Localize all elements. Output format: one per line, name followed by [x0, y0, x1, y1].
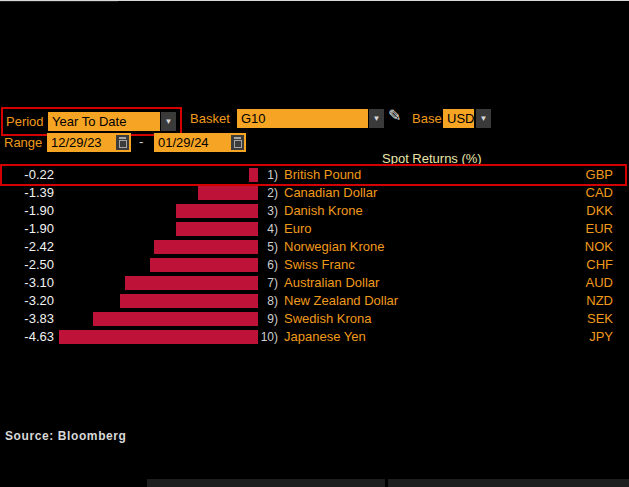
chevron-down-icon: ▼: [165, 118, 173, 126]
row-currency-name: Danish Krone: [284, 203, 363, 218]
row-currency-code: JPY: [589, 329, 613, 344]
basket-label: Basket: [190, 111, 230, 126]
row-currency-name: Canadian Dollar: [284, 185, 377, 200]
chart-row[interactable]: -1.90 4) Euro EUR: [0, 220, 629, 238]
row-currency-name: British Pound: [284, 167, 361, 182]
basket-select[interactable]: G10: [237, 109, 368, 128]
row-bar: [59, 330, 258, 344]
row-value: -2.42: [0, 239, 54, 254]
row-value: -1.90: [0, 203, 54, 218]
row-value: -2.50: [0, 257, 54, 272]
base-label: Base: [412, 111, 442, 126]
row-value: -1.90: [0, 221, 54, 236]
terminal-window: Period Year To Date ▼ Basket G10 ▼ ✎ Bas…: [0, 0, 629, 487]
chart-title: Spot Returns (%): [382, 151, 482, 166]
window-bottom-edge: [388, 479, 629, 487]
window-bottom-edge: [147, 479, 385, 487]
row-currency-code: CHF: [586, 257, 613, 272]
row-rank: 6): [254, 258, 278, 272]
row-currency-name: Norwegian Krone: [284, 239, 384, 254]
base-select[interactable]: USD: [443, 109, 474, 128]
row-bar: [150, 258, 258, 272]
pencil-edit-icon[interactable]: ✎: [388, 108, 401, 124]
period-label: Period: [6, 114, 46, 129]
row-rank: 5): [254, 240, 278, 254]
chart-row[interactable]: -1.39 2) Canadian Dollar CAD: [0, 184, 629, 202]
row-bar: [125, 276, 258, 290]
row-rank: 8): [254, 294, 278, 308]
chevron-down-icon: ▼: [480, 115, 488, 123]
chart-row[interactable]: -3.10 7) Australian Dollar AUD: [0, 274, 629, 292]
row-rank: 7): [254, 276, 278, 290]
chart-rows: -0.22 1) British Pound GBP -1.39 2) Canadian D…: [0, 166, 629, 346]
row-value: -3.83: [0, 311, 54, 326]
row-value: -3.20: [0, 293, 54, 308]
row-currency-name: Swedish Krona: [284, 311, 371, 326]
row-bar: [154, 240, 258, 254]
row-bar: [120, 294, 258, 308]
chart-row[interactable]: -3.83 9) Swedish Krona SEK: [0, 310, 629, 328]
row-currency-name: Australian Dollar: [284, 275, 379, 290]
source-attribution: Source: Bloomberg: [5, 429, 127, 443]
chart-row[interactable]: -4.63 10) Japanese Yen JPY: [0, 328, 629, 346]
chart-row[interactable]: -3.20 8) New Zealand Dollar NZD: [0, 292, 629, 310]
range-start-value: 12/29/23: [51, 133, 116, 152]
range-end-value: 01/29/24: [158, 133, 231, 152]
chart-row[interactable]: -2.42 5) Norwegian Krone NOK: [0, 238, 629, 256]
row-rank: 3): [254, 204, 278, 218]
row-rank: 1): [254, 168, 278, 182]
row-currency-name: Euro: [284, 221, 311, 236]
row-currency-name: Swiss Franc: [284, 257, 355, 272]
period-dropdown-button[interactable]: ▼: [161, 112, 176, 131]
range-separator: -: [139, 134, 143, 149]
row-currency-code: DKK: [586, 203, 613, 218]
row-bar: [176, 222, 258, 236]
range-end-input[interactable]: 01/29/24: [154, 133, 246, 152]
row-currency-name: Japanese Yen: [284, 329, 366, 344]
row-value: -1.39: [0, 185, 54, 200]
range-start-input[interactable]: 12/29/23: [47, 133, 131, 152]
row-bar: [198, 186, 258, 200]
row-currency-code: AUD: [586, 275, 613, 290]
row-value: -3.10: [0, 275, 54, 290]
row-rank: 2): [254, 186, 278, 200]
row-rank: 9): [254, 312, 278, 326]
row-currency-name: New Zealand Dollar: [284, 293, 398, 308]
range-label: Range: [4, 135, 42, 150]
row-currency-code: CAD: [586, 185, 613, 200]
row-bar: [176, 204, 258, 218]
row-currency-code: NOK: [585, 239, 613, 254]
period-select[interactable]: Year To Date: [48, 112, 160, 131]
base-dropdown-button[interactable]: ▼: [476, 109, 491, 128]
window-top-border: [0, 0, 629, 1]
row-rank: 10): [254, 330, 278, 344]
period-control[interactable]: Period Year To Date ▼: [1, 107, 182, 136]
calendar-icon[interactable]: [231, 135, 244, 150]
chart-row[interactable]: -0.22 1) British Pound GBP: [0, 166, 629, 184]
row-rank: 4): [254, 222, 278, 236]
row-currency-code: NZD: [586, 293, 613, 308]
chart-row[interactable]: -2.50 6) Swiss Franc CHF: [0, 256, 629, 274]
row-currency-code: SEK: [587, 311, 613, 326]
chevron-down-icon: ▼: [373, 115, 381, 123]
row-currency-code: GBP: [586, 167, 613, 182]
basket-dropdown-button[interactable]: ▼: [369, 109, 384, 128]
row-bar: [93, 312, 258, 326]
row-currency-code: EUR: [586, 221, 613, 236]
chart-row[interactable]: -1.90 3) Danish Krone DKK: [0, 202, 629, 220]
row-value: -0.22: [0, 167, 54, 182]
row-value: -4.63: [0, 329, 54, 344]
calendar-icon[interactable]: [116, 135, 129, 150]
